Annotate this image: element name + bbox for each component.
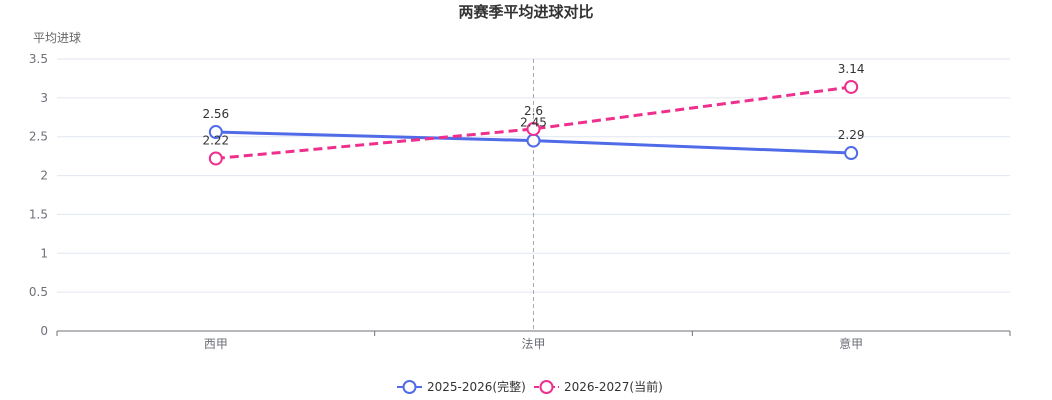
data-point	[526, 133, 541, 148]
data-labels: 2.56 2.45 2.29 2.22 2.6 3.14	[202, 62, 864, 147]
legend-marker-icon	[539, 380, 554, 394]
data-label: 2.56	[202, 107, 229, 121]
data-point	[844, 146, 859, 161]
series-group	[208, 79, 859, 166]
series-line-2	[215, 85, 852, 160]
y-tick-label: 0.5	[29, 285, 48, 299]
y-axis-ticks: 0 0.5 1 1.5 2 2.5 3 3.5	[29, 52, 48, 338]
legend-marker-icon	[402, 380, 417, 394]
y-axis-label: 平均进球	[33, 31, 81, 45]
data-point	[526, 121, 541, 136]
data-label: 2.29	[838, 128, 865, 142]
chart-title: 两赛季平均进球对比	[458, 3, 593, 21]
x-axis	[56, 330, 1011, 336]
y-tick-label: 0	[40, 324, 48, 338]
legend-label: 2025-2026(完整)	[427, 379, 526, 394]
x-tick-label: 意甲	[839, 336, 863, 351]
y-tick-label: 1	[40, 246, 48, 260]
data-label: 3.14	[838, 62, 865, 76]
y-tick-label: 2	[40, 169, 48, 183]
legend-label: 2026-2027(当前)	[564, 379, 663, 394]
data-point	[208, 151, 223, 166]
data-label: 2.45	[520, 116, 547, 130]
legend-item-2[interactable]: 2026-2027(当前)	[534, 379, 663, 394]
legend-item-1[interactable]: 2025-2026(完整)	[397, 379, 526, 394]
y-tick-label: 3.5	[29, 52, 48, 66]
data-point	[844, 79, 859, 94]
x-tick-label: 法甲	[521, 337, 545, 351]
y-tick-label: 2.5	[29, 130, 48, 144]
y-tick-label: 3	[40, 91, 48, 105]
x-axis-ticks: 西甲 法甲 意甲	[204, 336, 863, 351]
y-tick-label: 1.5	[29, 207, 48, 221]
data-label: 2.22	[202, 133, 229, 147]
data-label: 2.6	[524, 104, 543, 118]
data-point	[208, 125, 223, 140]
x-tick-label: 西甲	[204, 337, 228, 351]
legend[interactable]: 2025-2026(完整) 2026-2027(当前)	[397, 379, 663, 394]
